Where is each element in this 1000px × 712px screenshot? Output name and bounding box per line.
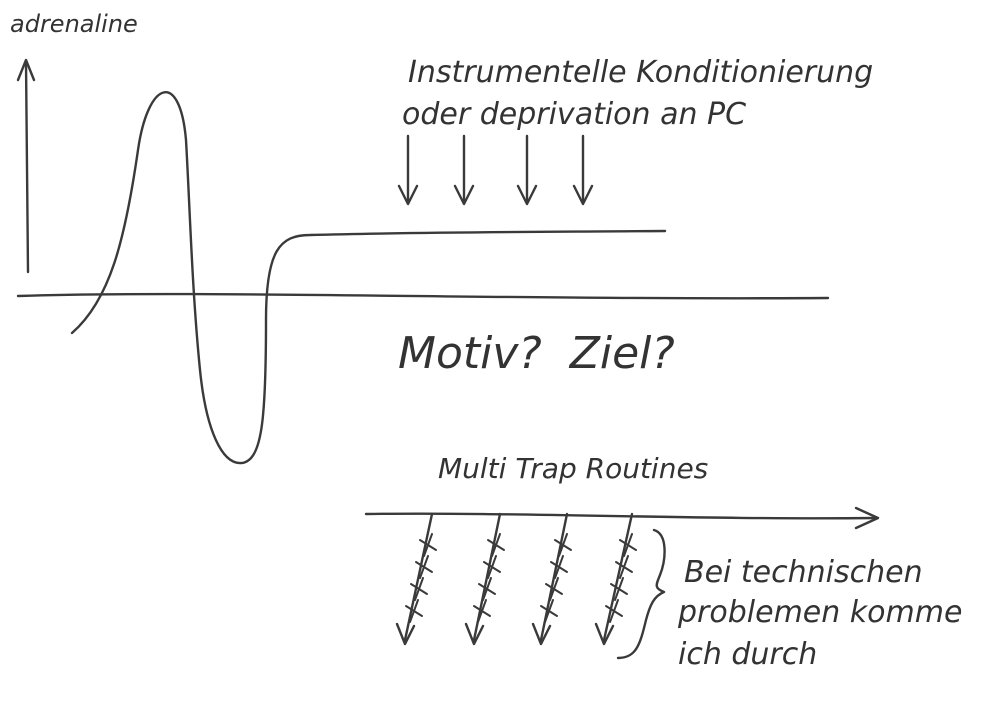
down-arrow <box>453 134 475 206</box>
y-axis-label: adrenaline <box>10 10 138 38</box>
curly-brace <box>616 528 666 660</box>
timeline-arrow <box>364 506 880 530</box>
adrenaline-curve <box>70 91 667 465</box>
crossed-down-arrow <box>464 512 505 646</box>
baseline <box>16 292 830 300</box>
routines-label: Multi Trap Routines <box>438 452 708 485</box>
crossed-down-arrow <box>594 512 637 646</box>
down-arrow <box>572 134 594 206</box>
conditioning-label-line2: oder deprivation an PC <box>402 97 746 132</box>
crossed-down-arrow <box>531 512 572 646</box>
routine-arrows <box>395 512 637 646</box>
technical-label-line3: ich durch <box>678 637 817 672</box>
technical-label-line2: problemen komme <box>677 595 962 630</box>
down-arrow <box>516 134 538 206</box>
technical-label-line1: Bei technischen <box>684 555 923 590</box>
questions-label: Motiv? Ziel? <box>398 328 675 379</box>
conditioning-arrows <box>397 134 594 206</box>
down-arrow <box>397 134 419 206</box>
y-axis-arrow <box>16 58 36 274</box>
conditioning-label-line1: Instrumentelle Konditionierung <box>408 55 873 90</box>
crossed-down-arrow <box>395 512 437 646</box>
